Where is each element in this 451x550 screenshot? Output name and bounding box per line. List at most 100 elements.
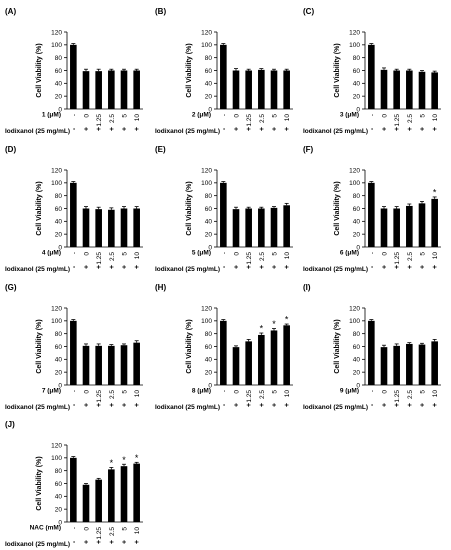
y-tick-label: 60	[353, 68, 361, 75]
x-tick-label: -	[221, 252, 228, 254]
x-tick-label: 10	[284, 390, 291, 398]
x-tick-label: 10	[134, 527, 141, 535]
y-tick-label: 100	[201, 318, 212, 325]
bar	[245, 341, 252, 385]
bar	[232, 209, 240, 247]
x-tick-label: 1.25	[96, 527, 103, 540]
treatment-label: Iodixanol (25 mg/mL)	[5, 404, 70, 411]
x-tick-label: 1.25	[96, 114, 103, 127]
y-tick-label: 120	[51, 167, 62, 174]
bar	[82, 208, 90, 247]
y-tick-label: 120	[201, 29, 212, 36]
treatment-sign: +	[84, 540, 91, 544]
treatment-label: Iodixanol (25 mg/mL)	[5, 266, 70, 273]
bar	[120, 208, 128, 247]
treatment-label: Iodixanol (25 mg/mL)	[155, 128, 220, 135]
x-tick-label: 0	[382, 114, 389, 118]
treatment-sign: +	[234, 403, 241, 407]
significance-marker: *	[272, 319, 276, 329]
y-tick-label: 80	[353, 55, 361, 62]
treatment-sign: -	[221, 127, 228, 130]
bar	[133, 342, 140, 385]
y-tick-label: 120	[201, 167, 212, 174]
x-tick-label: 10	[284, 114, 291, 122]
bar	[133, 208, 140, 247]
x-axis-label: 4 (μM)	[42, 250, 61, 257]
y-tick-label: 120	[51, 305, 62, 312]
bar	[108, 209, 115, 247]
y-tick-label: 40	[353, 81, 361, 88]
panel-label: (H)	[155, 283, 166, 292]
panel-1: (A) Cell Viability (%) 0 20 40 60 80 100 120 - 0 1.…	[5, 7, 143, 135]
bar	[380, 69, 388, 109]
treatment-sign: -	[221, 403, 228, 406]
x-tick-label: 1.25	[246, 114, 253, 127]
significance-marker: *	[135, 453, 139, 463]
bar	[95, 479, 102, 522]
panel-7: (G) Cell Viability (%) 0 20 40 60 80 100 120 - 0 1.…	[5, 283, 143, 411]
x-tick-label: 2.5	[109, 114, 116, 123]
y-tick-label: 0	[356, 106, 360, 113]
y-tick-label: 80	[353, 193, 361, 200]
y-tick-label: 0	[356, 382, 360, 389]
y-tick-label: 100	[349, 318, 360, 325]
treatment-sign: +	[122, 127, 129, 131]
treatment-sign: +	[420, 403, 427, 407]
treatment-sign: +	[109, 540, 116, 544]
x-axis-label: 8 (μM)	[192, 388, 211, 395]
bar	[95, 71, 102, 109]
treatment-sign: +	[109, 403, 116, 407]
bar	[70, 320, 77, 385]
treatment-sign: -	[71, 403, 78, 406]
y-tick-label: 100	[201, 42, 212, 49]
bar	[393, 208, 400, 247]
treatment-sign: +	[96, 403, 103, 407]
bar	[120, 70, 128, 109]
panel-label: (G)	[5, 283, 17, 292]
x-tick-label: 5	[420, 390, 427, 394]
x-tick-label: 10	[134, 114, 141, 122]
x-tick-label: 5	[272, 252, 279, 256]
treatment-sign: -	[369, 403, 376, 406]
panel-label: (J)	[5, 420, 15, 429]
bar	[220, 182, 227, 247]
bar	[258, 334, 265, 385]
bar	[258, 208, 265, 247]
bar	[108, 70, 115, 109]
x-tick-label: 5	[122, 527, 129, 531]
y-tick-label: 60	[55, 481, 63, 488]
x-tick-label: 10	[432, 252, 439, 260]
x-tick-label: 1.25	[246, 252, 253, 265]
treatment-sign: +	[394, 127, 401, 131]
y-tick-label: 0	[58, 382, 62, 389]
x-tick-label: 5	[272, 390, 279, 394]
y-tick-label: 80	[353, 331, 361, 338]
y-tick-label: 100	[51, 42, 62, 49]
x-tick-label: -	[221, 390, 228, 392]
y-tick-label: 40	[55, 494, 63, 501]
bar	[95, 345, 102, 385]
treatment-sign: +	[382, 127, 389, 131]
bar	[70, 457, 77, 522]
panel-3: (C) Cell Viability (%) 0 20 40 60 80 100 120 - 0 1.…	[303, 7, 441, 135]
bar	[133, 70, 140, 109]
bar	[70, 44, 77, 110]
significance-marker: *	[110, 458, 114, 468]
bar	[406, 343, 413, 385]
panel-label: (B)	[155, 7, 166, 16]
x-tick-label: 1.25	[96, 252, 103, 265]
y-tick-label: 0	[208, 382, 212, 389]
y-axis-label: Cell Viability (%)	[334, 319, 341, 373]
y-tick-label: 20	[205, 231, 213, 238]
bar	[82, 71, 90, 109]
y-tick-label: 60	[205, 206, 213, 213]
treatment-sign: -	[369, 265, 376, 268]
y-tick-label: 100	[349, 180, 360, 187]
treatment-sign: +	[259, 265, 266, 269]
treatment-label: Iodixanol (25 mg/mL)	[5, 128, 70, 135]
treatment-sign: +	[84, 265, 91, 269]
x-tick-label: -	[71, 527, 78, 529]
x-tick-label: 0	[84, 114, 91, 118]
y-tick-label: 20	[353, 93, 361, 100]
